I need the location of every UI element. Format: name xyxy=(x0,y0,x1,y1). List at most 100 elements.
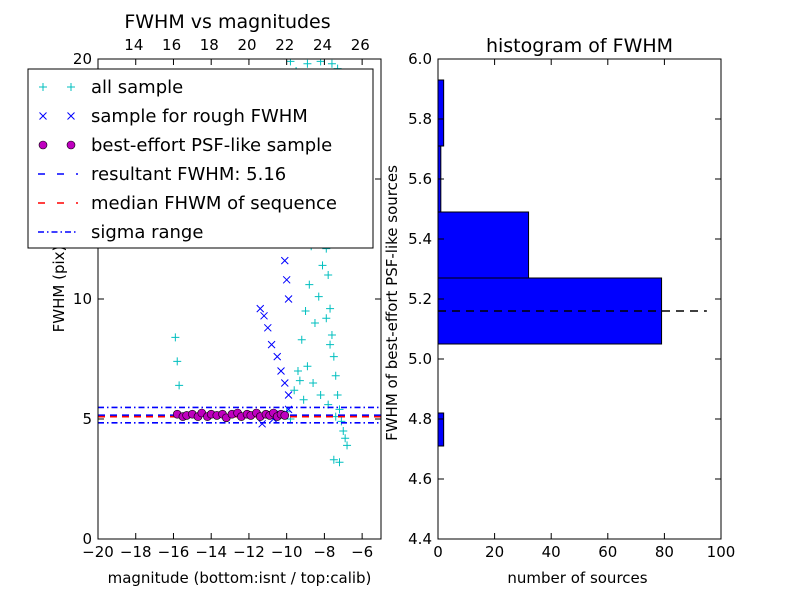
y-tick-label: 4.8 xyxy=(408,410,432,428)
all-sample-point xyxy=(324,271,333,279)
all-sample-point xyxy=(318,261,327,270)
rough-sample-point xyxy=(284,295,293,303)
y-tick-label: 4.6 xyxy=(408,470,432,488)
legend-marker-plus xyxy=(39,83,47,91)
scatter-plot-panel: −20 −18 −16 −14 −12 −10 −8 −6 14 16 18 20 22 24 26 0 5 10… xyxy=(27,11,382,587)
legend-label: median FHWM of sequence xyxy=(91,193,337,214)
y-axis-label: FWHM of best-effort PSF-like sources xyxy=(383,165,401,441)
top-x-tick-label: 22 xyxy=(275,36,294,54)
x-axis-label: number of sources xyxy=(507,569,647,587)
chart-title: FWHM vs magnitudes xyxy=(124,11,330,33)
x-tick-label: −14 xyxy=(195,543,227,561)
all-sample-point xyxy=(327,59,336,68)
x-tick-label: −18 xyxy=(120,543,152,561)
histogram-bar xyxy=(437,412,445,447)
top-x-tick-label: 16 xyxy=(162,36,181,54)
legend-label: all sample xyxy=(91,77,183,98)
x-tick-label: −16 xyxy=(158,543,190,561)
x-tick-label: 80 xyxy=(655,543,674,561)
all-sample-point xyxy=(305,280,314,289)
all-sample-point xyxy=(309,379,318,387)
all-sample-point xyxy=(339,427,348,435)
rough-sample-point xyxy=(260,311,268,320)
x-axis-label: magnitude (bottom:isnt / top:calib) xyxy=(108,569,372,587)
legend: all sample sample for rough FWHM best-effo… xyxy=(27,68,374,249)
x-tick-label: 20 xyxy=(485,543,504,561)
rough-sample-point xyxy=(282,275,291,284)
y-tick-label: 10 xyxy=(73,290,92,308)
y-tick-label: 5.0 xyxy=(408,350,432,368)
all-sample-point xyxy=(171,333,180,342)
rough-sample-point xyxy=(256,304,265,313)
rough-sample-point xyxy=(273,352,282,361)
all-sample-point xyxy=(329,352,338,361)
legend-label: sample for rough FWHM xyxy=(91,106,308,127)
psf-sample-point xyxy=(280,411,290,420)
rough-sample-point xyxy=(263,323,272,332)
all-sample-point xyxy=(333,391,342,399)
y-tick-label: 6.0 xyxy=(408,50,432,68)
all-sample-point xyxy=(290,386,299,395)
rough-sample-point xyxy=(267,340,276,349)
legend-marker-circle xyxy=(66,140,76,150)
legend-marker-x xyxy=(39,112,47,120)
y-tick-label: 5 xyxy=(82,410,92,428)
all-sample-point xyxy=(293,367,302,375)
x-tick-label: 100 xyxy=(707,543,736,561)
y-tick-label: 5.8 xyxy=(408,110,432,128)
histogram-panel: 0 20 40 60 80 100 4.4 4.6 4.8 5.0 5.2 5.4 5.6 5.8 6.0 h… xyxy=(383,35,735,587)
all-sample-point xyxy=(175,381,184,390)
rough-sample-point xyxy=(284,391,293,399)
top-x-tick-label: 26 xyxy=(351,36,370,54)
x-tick-label: 60 xyxy=(598,543,617,561)
all-sample-point xyxy=(337,417,346,426)
legend-box xyxy=(27,68,374,249)
rough-sample-point xyxy=(280,379,289,387)
top-x-tick-label: 20 xyxy=(237,36,256,54)
legend-marker-x xyxy=(67,112,75,120)
chart-title: histogram of FWHM xyxy=(486,35,673,57)
all-sample-point xyxy=(295,376,304,385)
all-sample-point xyxy=(173,357,182,366)
top-x-tick-label: 18 xyxy=(200,36,219,54)
y-tick-label: 5.6 xyxy=(408,170,432,188)
top-x-tick-label: 14 xyxy=(124,36,143,54)
legend-marker-plus xyxy=(67,83,75,91)
x-tick-label: −12 xyxy=(233,543,265,561)
y-axis-label: FWHM (pix) xyxy=(50,246,68,333)
all-sample-point xyxy=(341,434,350,443)
y-tick-label: 5.2 xyxy=(408,290,432,308)
all-sample-point xyxy=(299,395,308,404)
all-sample-point xyxy=(326,340,335,349)
legend-marker-circle xyxy=(38,140,48,150)
all-sample-point xyxy=(327,331,336,339)
x-tick-label: −10 xyxy=(271,543,303,561)
y-tick-label: 4.4 xyxy=(408,530,432,548)
all-sample-point xyxy=(301,307,310,315)
all-sample-point xyxy=(335,458,344,467)
all-sample-point xyxy=(326,304,335,313)
all-sample-point xyxy=(335,405,344,414)
y-tick-label: 5.4 xyxy=(408,230,432,248)
x-tick-label: 40 xyxy=(542,543,561,561)
all-sample-point xyxy=(310,319,319,327)
all-sample-point xyxy=(329,455,338,464)
all-sample-point xyxy=(322,314,331,323)
x-tick-label: 0 xyxy=(433,543,443,561)
all-sample-point xyxy=(316,391,325,399)
y-tick-label: 20 xyxy=(73,50,92,68)
legend-label: best-effort PSF-like sample xyxy=(91,135,332,156)
rough-sample-point xyxy=(258,419,266,428)
all-sample-point xyxy=(303,362,312,371)
x-tick-label: −20 xyxy=(82,543,114,561)
all-sample-point xyxy=(343,441,352,450)
rough-sample-point xyxy=(277,367,285,375)
all-sample-point xyxy=(314,292,323,301)
top-x-tick-label: 24 xyxy=(313,36,332,54)
all-sample-point xyxy=(303,59,312,68)
rough-sample-point xyxy=(280,256,289,265)
all-sample-point xyxy=(286,59,295,66)
legend-label: sigma range xyxy=(91,222,203,243)
histogram-bar xyxy=(437,79,445,147)
